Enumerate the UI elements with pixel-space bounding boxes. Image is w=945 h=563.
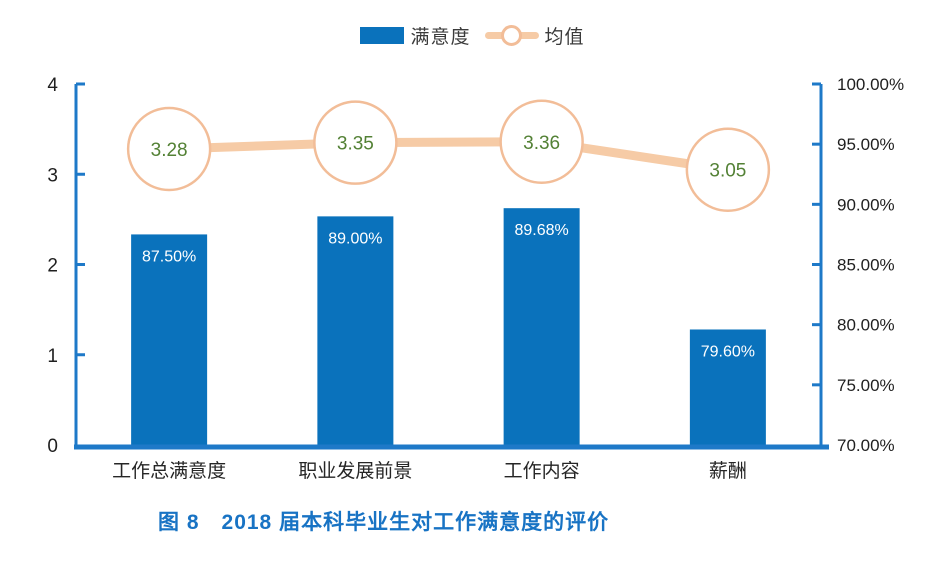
left-axis-tick-label: 3 bbox=[47, 165, 58, 186]
legend-label-mean: 均值 bbox=[544, 26, 585, 48]
right-axis-tick-label: 85.00% bbox=[837, 256, 895, 275]
right-axis-tick-label: 80.00% bbox=[837, 316, 895, 335]
mean-circle-marker bbox=[685, 127, 771, 212]
figure-caption: 图 8 2018 届本科毕业生对工作满意度的评价 bbox=[158, 511, 610, 534]
legend-circle-marker bbox=[500, 25, 522, 46]
bar bbox=[131, 234, 208, 445]
bar-value-label: 89.00% bbox=[328, 230, 382, 247]
bar bbox=[503, 208, 580, 445]
right-axis-tick-label: 100.00% bbox=[837, 75, 904, 94]
bar-value-label: 87.50% bbox=[142, 248, 196, 265]
bar-value-label: 79.60% bbox=[701, 343, 755, 360]
legend-item-mean: 均值 bbox=[484, 22, 585, 49]
mean-value-label: 3.35 bbox=[337, 134, 374, 155]
right-axis-tick-label: 90.00% bbox=[837, 195, 895, 214]
bar-swatch-icon bbox=[360, 26, 405, 44]
left-axis-tick-label: 0 bbox=[47, 436, 58, 457]
line-marker-icon bbox=[484, 24, 539, 46]
chart-canvas: 87.50% 89.00% 89.68% 79.60% 3.28 3.35 3.36 3.05… bbox=[47, 75, 904, 482]
right-axis-tick-label: 75.00% bbox=[837, 376, 895, 395]
bar bbox=[689, 329, 766, 445]
mean-circle-marker bbox=[313, 100, 398, 185]
left-axis-tick-label: 4 bbox=[47, 75, 58, 96]
legend-label-satisfaction: 满意度 bbox=[410, 26, 471, 48]
mean-circle-marker bbox=[499, 99, 584, 185]
right-axis-tick-label: 95.00% bbox=[837, 135, 895, 154]
left-axis-tick-label: 1 bbox=[47, 346, 58, 367]
mean-value-label: 3.28 bbox=[151, 140, 188, 161]
bar-value-label: 89.68% bbox=[514, 222, 568, 239]
category-label: 工作内容 bbox=[504, 460, 580, 482]
bar bbox=[317, 216, 394, 445]
mean-line bbox=[164, 137, 733, 175]
mean-circle-marker bbox=[126, 106, 212, 192]
left-axis-tick-label: 2 bbox=[47, 256, 58, 277]
mean-value-label: 3.05 bbox=[709, 161, 746, 182]
category-label: 薪酬 bbox=[709, 460, 747, 482]
right-axis-tick-label: 70.00% bbox=[837, 436, 895, 455]
chart-legend: 满意度 均值 bbox=[0, 22, 945, 48]
mean-value-label: 3.36 bbox=[523, 133, 560, 154]
category-label: 职业发展前景 bbox=[298, 460, 412, 482]
legend-item-satisfaction: 满意度 bbox=[360, 22, 470, 49]
category-label: 工作总满意度 bbox=[112, 460, 226, 482]
